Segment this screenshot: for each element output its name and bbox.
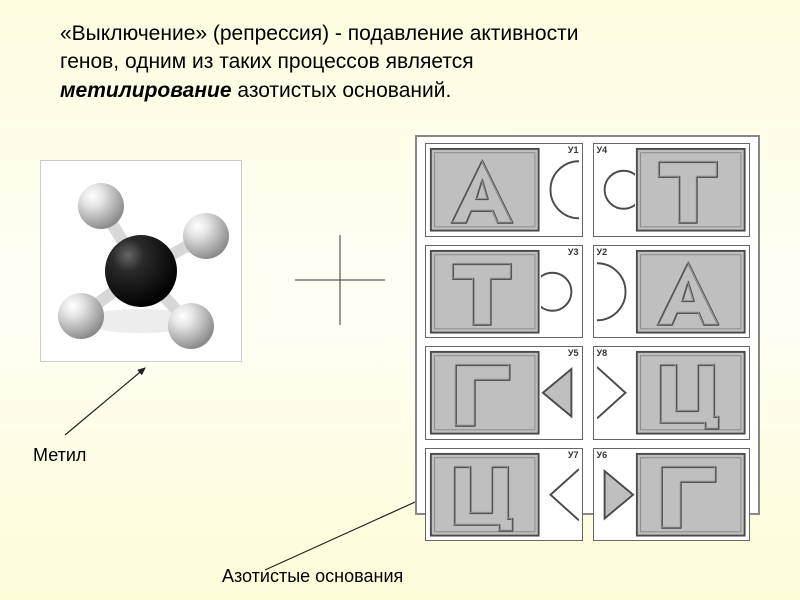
base-card-Т-У4: У4: [593, 143, 751, 237]
base-letter-А: [635, 249, 747, 335]
bases-grid: У1 У4 У3 У2: [415, 135, 760, 515]
base-tag: У1: [568, 145, 579, 155]
heading-text: «Выключение» (репрессия) - подавление ак…: [60, 20, 750, 105]
base-card-Ц-У7: У7: [425, 448, 583, 542]
base-card-А-У1: У1: [425, 143, 583, 237]
base-letter-Г: [429, 350, 541, 436]
base-notch: [597, 147, 635, 233]
base-letter-А: [429, 147, 541, 233]
base-notch: [541, 147, 579, 233]
base-tag: У7: [568, 450, 579, 460]
base-notch: [541, 249, 579, 335]
methyl-molecule: [40, 160, 242, 362]
base-letter-Т: [429, 249, 541, 335]
base-notch: [541, 350, 579, 436]
heading-line2: генов, одним из таких процессов является: [60, 50, 474, 73]
base-notch: [597, 452, 635, 538]
base-tag: У4: [597, 145, 608, 155]
bases-label: Азотистые основания: [222, 566, 403, 587]
base-letter-Г: [635, 452, 747, 538]
base-tag: У8: [597, 348, 608, 358]
base-notch: [541, 452, 579, 538]
base-card-Г-У5: У5: [425, 346, 583, 440]
base-card-Ц-У8: У8: [593, 346, 751, 440]
base-letter-Ц: [429, 452, 541, 538]
heading-line3-rest: азотистых оснований.: [232, 79, 452, 102]
methyl-label: Метил: [33, 445, 86, 466]
base-tag: У5: [568, 348, 579, 358]
base-card-Т-У3: У3: [425, 245, 583, 339]
base-card-Г-У6: У6: [593, 448, 751, 542]
base-notch: [597, 350, 635, 436]
base-letter-Т: [635, 147, 747, 233]
base-tag: У2: [597, 247, 608, 257]
plus-icon: [290, 230, 390, 330]
arrow-to-methyl: [55, 360, 165, 440]
base-card-А-У2: У2: [593, 245, 751, 339]
base-notch: [597, 249, 635, 335]
heading-line1: «Выключение» (репрессия) - подавление ак…: [60, 22, 578, 45]
base-tag: У3: [568, 247, 579, 257]
base-tag: У6: [597, 450, 608, 460]
base-letter-Ц: [635, 350, 747, 436]
heading-em: метилирование: [60, 79, 232, 102]
